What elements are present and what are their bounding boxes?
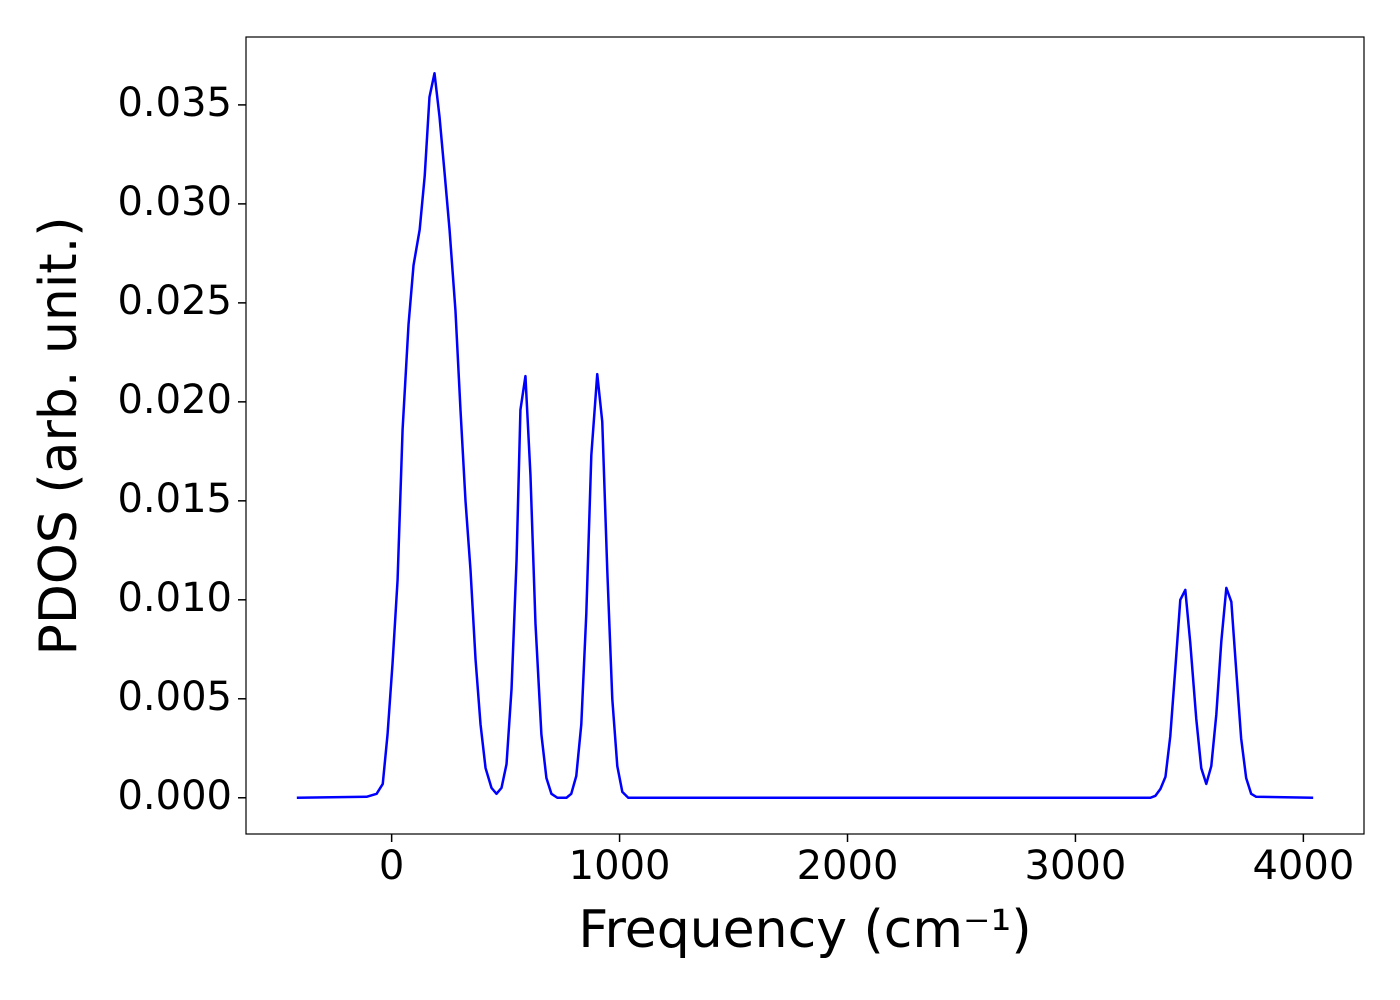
y-tick-label: 0.035 <box>117 80 232 126</box>
y-tick-label: 0.010 <box>117 575 232 621</box>
x-tick-label: 3000 <box>1025 843 1127 889</box>
y-tick-label: 0.005 <box>117 674 232 720</box>
y-axis-label: PDOS (arb. unit.) <box>29 216 89 655</box>
y-tick-label: 0.030 <box>117 179 232 225</box>
y-tick-label: 0.020 <box>117 377 232 423</box>
x-tick-label: 4000 <box>1252 843 1354 889</box>
y-tick-label: 0.000 <box>117 773 232 819</box>
x-tick-label: 2000 <box>797 843 899 889</box>
y-tick-label: 0.015 <box>117 476 232 522</box>
data-line <box>296 71 1314 800</box>
x-axis-label: Frequency (cm⁻¹) <box>578 900 1031 960</box>
x-tick-label: 0 <box>379 843 404 889</box>
x-tick-label: 1000 <box>569 843 671 889</box>
y-tick-label: 0.025 <box>117 278 232 324</box>
plot-frame <box>245 36 1365 835</box>
